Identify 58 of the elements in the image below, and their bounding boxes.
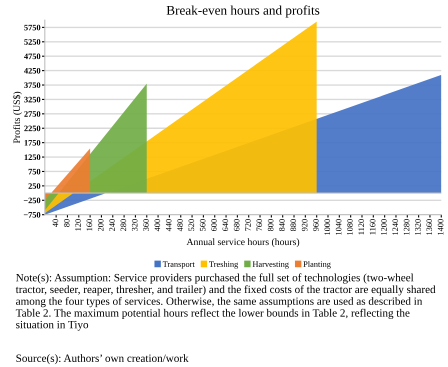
x-tick-label: 960 [313,219,319,232]
y-tick-label: −750 [24,212,40,218]
y-tick-label: 2750 [24,111,40,117]
x-tick-label: 1080 [347,219,353,235]
x-tick-label: 680 [234,219,240,232]
legend-label: Planting [303,261,331,269]
source-note: Source(s): Authors’ own creation/work [16,354,189,364]
x-tick-label: 520 [188,219,194,231]
x-tick-label: 1200 [381,219,387,235]
y-tick-label: −250 [24,198,40,204]
x-tick-label: 1280 [404,219,410,235]
x-tick-label: 1120 [358,219,364,234]
y-tick-label: 750 [28,168,40,174]
x-tick-label: 800 [268,219,274,232]
y-tick-label: 4750 [24,54,40,60]
x-tick-label: 480 [177,219,183,232]
x-tick-label: 840 [279,219,285,232]
x-tick-label: 320 [132,219,138,231]
y-tick-label: 1750 [24,140,40,146]
x-tick-label: 1320 [415,219,421,235]
x-tick-label: 1400 [438,219,444,235]
x-tick-label: 1160 [370,219,376,234]
y-tick-label: 2250 [24,126,40,132]
x-tick-label: 40 [52,219,58,228]
x-tick-label: 80 [64,219,70,227]
y-tick-label: 1250 [24,154,40,160]
x-tick-label: 160 [86,219,92,231]
x-tick-label: 880 [290,219,296,232]
x-tick-label: 400 [154,219,160,232]
y-tick-label: 250 [28,183,40,189]
x-tick-label: 600 [211,219,217,232]
x-tick-label: 1000 [324,219,330,235]
x-tick-label: 560 [200,219,206,231]
y-tick-label: 4250 [24,68,40,74]
x-tick-label: 280 [120,219,126,231]
x-tick-label: 1240 [392,219,398,235]
x-tick-label: 440 [166,219,172,232]
text: Note(s): Assumption: Service providers purchased the full set of technologies (two-wheel tractor, seeder, reaper, thresher, and trailer) and the fixed costs of the tractor are equally shared among the four types of services. Otherwise, the same assumptions are used as described in Table 2. The maximum potential hours reflect the lower bounds in Table 2, reflecting the situation in Tiyo [16,273,436,331]
y-tick-label: 3750 [24,82,40,88]
legend-label: Treshing [209,261,238,269]
x-tick-label: 1040 [336,219,342,235]
x-tick-label: 360 [143,219,149,231]
y-tick-label: 5750 [24,24,40,30]
x-tick-label: 240 [109,219,115,231]
x-tick-label: 1360 [426,219,432,235]
legend-label: Harvesting [252,261,289,269]
x-tick-label: 720 [245,219,251,231]
y-tick-label: 5250 [24,39,40,45]
x-tick-label: 920 [302,219,308,232]
chart-title: Break-even hours and profits [166,5,320,18]
legend-label: Transport [162,261,195,269]
x-tick-label: 200 [98,219,104,231]
x-tick-label: 760 [256,219,262,231]
y-axis-title: Profits (US$) [12,92,22,144]
x-axis-title: Annual service hours (hours) [186,238,300,248]
x-tick-label: 640 [222,219,228,232]
x-tick-label: 120 [75,219,81,231]
y-tick-label: 3250 [24,96,40,102]
